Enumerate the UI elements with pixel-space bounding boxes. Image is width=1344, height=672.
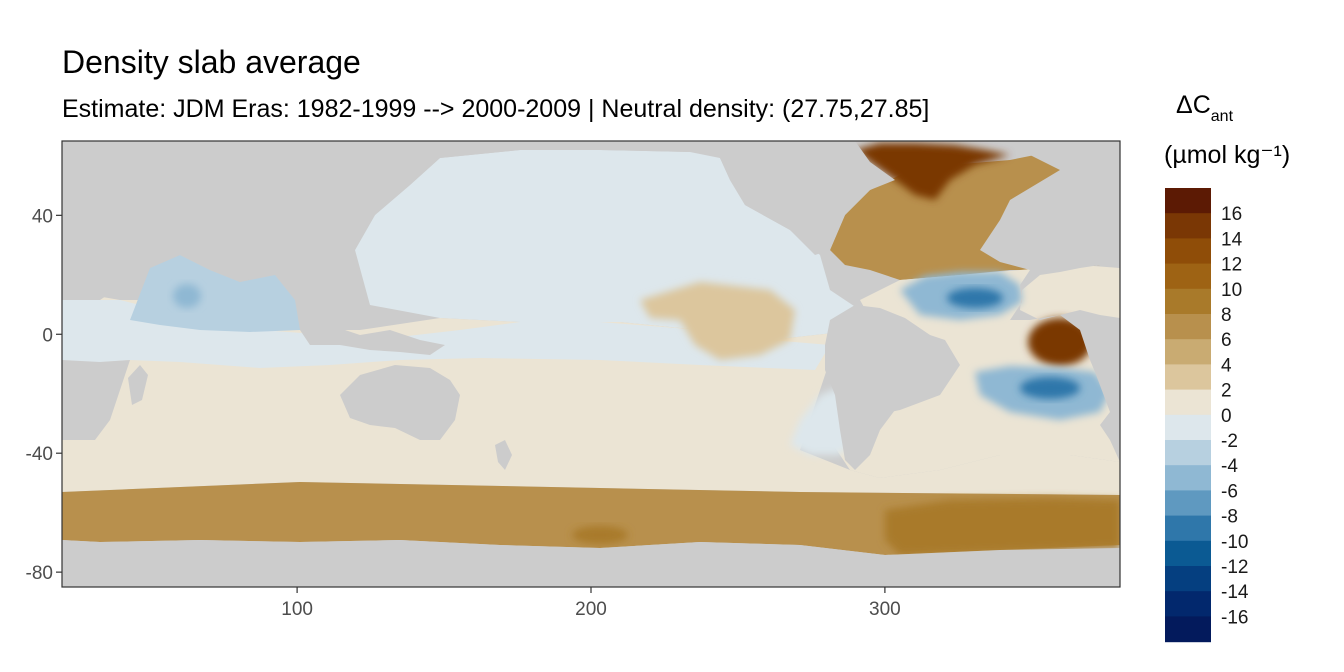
legend-bin [1165,490,1211,516]
legend-bin [1165,440,1211,466]
legend-label: 14 [1221,229,1243,250]
legend-label: -14 [1221,582,1249,603]
legend-bin [1165,541,1211,567]
legend-bin [1165,591,1211,617]
legend-label: -2 [1221,431,1238,452]
region-antarctic-shelf-pacific [572,526,628,544]
legend-label: -10 [1221,532,1248,553]
legend-bin [1165,364,1211,390]
legend-bin [1165,390,1211,416]
region-south-atlantic-gyre-core [1020,377,1080,399]
region-arabian-sea-core [173,284,201,308]
legend-label: -6 [1221,481,1238,502]
y-tick-label: -80 [26,563,53,584]
x-tick-label: 200 [575,599,607,620]
legend-bin [1165,616,1211,642]
chart-title: Density slab average [62,44,361,80]
x-tick-label: 100 [281,599,313,620]
y-axis: 40 0 -40 -80 [26,206,62,584]
chart-subtitle: Estimate: JDM Eras: 1982-1999 --> 2000-2… [62,95,929,123]
chart-svg: Density slab average Estimate: JDM Eras:… [0,0,1344,672]
legend-bin [1165,213,1211,239]
legend-label: -12 [1221,557,1248,578]
y-tick-label: 0 [42,325,53,346]
x-tick-label: 300 [869,599,901,620]
legend-colorbar [1165,188,1211,642]
region-atlantic-southern-ocean [885,498,1120,555]
legend-label: 12 [1221,255,1242,276]
legend-bin [1165,238,1211,264]
legend: ΔCant (µmol kg⁻¹) 16 14 12 10 8 6 4 2 0 -2 -4 -6 -8 -… [1164,91,1290,642]
legend-bin [1165,415,1211,441]
legend-bin [1165,339,1211,365]
legend-label: -8 [1221,507,1238,528]
legend-label: 4 [1221,355,1232,376]
legend-bin [1165,264,1211,290]
legend-label: 2 [1221,381,1232,402]
legend-labels: 16 14 12 10 8 6 4 2 0 -2 -4 -6 -8 -10 -12 -14 -16 [1221,204,1249,628]
legend-bin [1165,566,1211,592]
legend-label: 6 [1221,330,1232,351]
legend-label: 8 [1221,305,1232,326]
legend-units: (µmol kg⁻¹) [1164,141,1290,169]
legend-label: 16 [1221,204,1242,225]
legend-label: 10 [1221,280,1242,301]
y-tick-label: 40 [32,206,53,227]
legend-bin [1165,465,1211,491]
region-north-atlantic-gyre-core [947,288,1003,308]
legend-label: 0 [1221,406,1232,427]
map-panel [62,141,1120,587]
legend-bin [1165,188,1211,214]
legend-title: ΔCant [1176,91,1234,125]
legend-bin [1165,314,1211,340]
y-tick-label: -40 [26,444,53,465]
x-axis: 100 200 300 [281,587,900,620]
legend-bin [1165,289,1211,315]
legend-label: -16 [1221,607,1248,628]
legend-bin [1165,516,1211,542]
legend-label: -4 [1221,456,1238,477]
